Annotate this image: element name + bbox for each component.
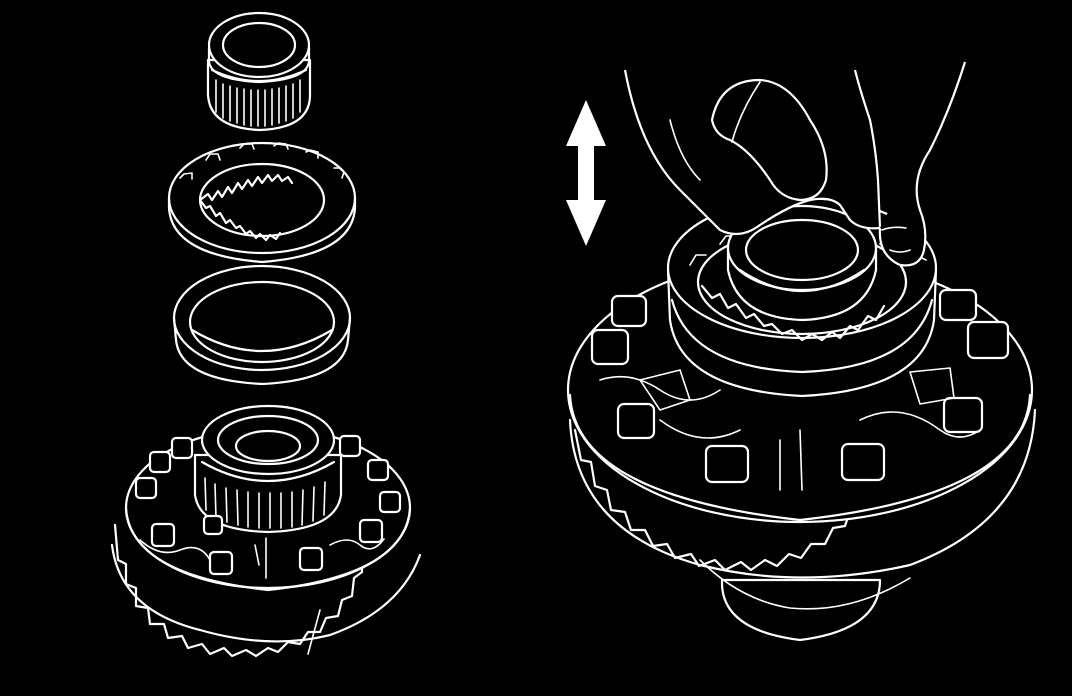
up-down-arrow-icon	[566, 100, 606, 246]
differential-case-with-ring-gear-left	[110, 404, 422, 658]
exploded-view	[110, 11, 422, 658]
installed-view	[566, 61, 1037, 642]
bearing-cone	[206, 11, 312, 132]
case-bolts-right	[590, 288, 1010, 484]
hand	[623, 61, 967, 267]
adjusting-nut	[167, 141, 357, 264]
bearing-cup-installed	[726, 204, 878, 322]
case-bolts-left	[134, 434, 402, 576]
ring-gear-right	[568, 408, 1037, 642]
bearing-cup	[172, 264, 352, 386]
